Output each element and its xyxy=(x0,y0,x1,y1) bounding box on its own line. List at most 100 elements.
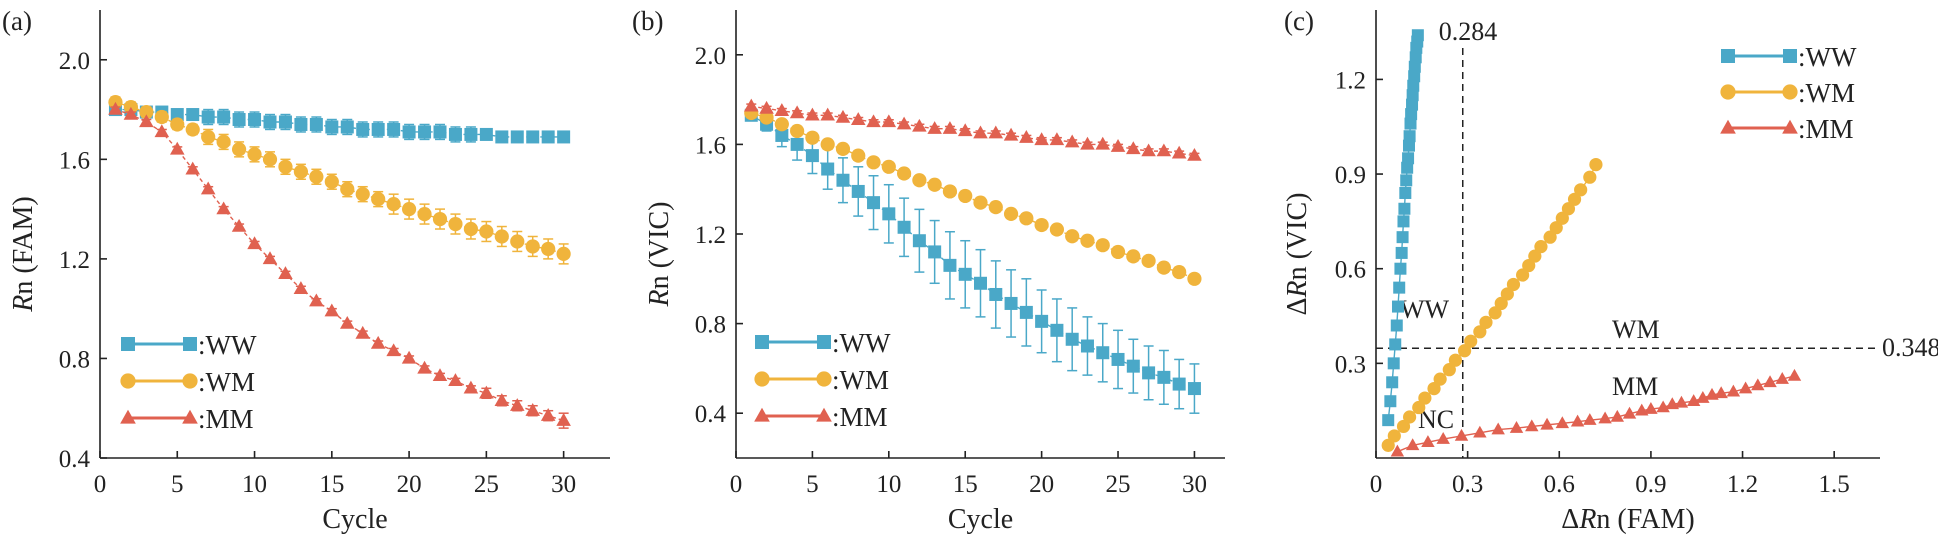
data-point xyxy=(294,117,308,131)
data-point xyxy=(510,130,524,144)
data-point xyxy=(759,110,774,125)
chart-panel-1: 0 5 10 15 20 25 30 0.4 0.8 1.2 1.6 2.0 (b) Cycle Rn (V… xyxy=(632,6,1225,535)
data-point xyxy=(1714,386,1728,399)
legend-marker xyxy=(755,335,769,349)
data-point xyxy=(866,155,881,170)
x-axis-title-rest: n (FAM) xyxy=(1596,504,1694,535)
data-point xyxy=(139,104,154,120)
data-point xyxy=(1403,130,1416,143)
data-point xyxy=(1479,315,1493,329)
data-point xyxy=(556,413,571,426)
data-point xyxy=(1405,108,1418,121)
legend-marker xyxy=(1720,119,1736,134)
y-tick-label: 2.0 xyxy=(59,48,90,75)
data-point xyxy=(744,98,759,112)
data-point xyxy=(170,108,184,122)
data-point xyxy=(1019,211,1034,226)
y-tick-label: 1.2 xyxy=(59,247,90,274)
data-point xyxy=(371,122,385,136)
data-point xyxy=(1412,400,1426,415)
data-point xyxy=(139,114,154,128)
data-point xyxy=(1126,249,1141,264)
legend-label: :MM xyxy=(198,404,254,434)
data-point xyxy=(974,276,987,290)
data-point xyxy=(988,200,1003,215)
data-point xyxy=(417,206,432,222)
data-point xyxy=(340,182,355,197)
data-point xyxy=(1555,211,1569,225)
data-point xyxy=(1751,378,1765,391)
x-tick-label: 0 xyxy=(94,471,107,498)
data-point xyxy=(1589,157,1603,172)
data-point xyxy=(1126,359,1140,373)
legend-label: :MM xyxy=(832,402,888,432)
legend-marker xyxy=(182,409,198,424)
data-point xyxy=(201,129,216,145)
data-point xyxy=(309,117,323,131)
x-axis-title-text: Cycle xyxy=(322,504,387,535)
data-point xyxy=(541,241,556,257)
data-point xyxy=(1390,444,1405,457)
series-WW xyxy=(1382,29,1424,427)
region-label-wm: WM xyxy=(1612,315,1660,344)
data-point xyxy=(1394,262,1407,275)
data-point xyxy=(293,164,309,179)
x-axis-title-text: Cycle xyxy=(948,504,1013,535)
data-point xyxy=(325,120,339,134)
x-tick-label: 1.2 xyxy=(1727,471,1758,498)
data-point xyxy=(1549,221,1563,235)
data-point xyxy=(1457,344,1472,358)
legend-marker xyxy=(816,371,832,387)
data-point xyxy=(1408,60,1421,73)
data-point xyxy=(851,184,865,198)
data-point xyxy=(1384,395,1397,408)
legend-label: :WM xyxy=(1798,78,1855,108)
panel-label: (a) xyxy=(2,6,32,36)
data-point xyxy=(1574,183,1588,197)
data-point xyxy=(1187,382,1201,396)
data-point xyxy=(1494,296,1508,311)
data-point xyxy=(989,287,1003,301)
data-point xyxy=(1473,325,1487,339)
legend-marker xyxy=(182,373,198,389)
series-line xyxy=(751,105,1195,157)
data-point xyxy=(1436,432,1450,444)
data-point xyxy=(1555,416,1570,429)
data-point xyxy=(805,130,820,145)
data-point xyxy=(540,408,556,421)
data-point xyxy=(958,188,973,204)
data-point xyxy=(1528,249,1542,263)
data-point xyxy=(1448,353,1463,367)
data-point xyxy=(1401,161,1414,174)
x-tick-label: 5 xyxy=(171,471,184,498)
data-point xyxy=(1049,132,1065,146)
data-point xyxy=(185,161,201,175)
y-tick-label: 0.4 xyxy=(59,446,91,473)
data-point xyxy=(1409,51,1422,64)
legend-entry-MM: :MM xyxy=(1720,114,1854,144)
legend-marker xyxy=(817,335,831,349)
data-point xyxy=(448,127,462,141)
series-WM xyxy=(744,105,1202,286)
chart-panel-0: 0 5 10 15 20 25 30 0.4 0.8 1.2 1.6 2.0 (a) Cycle Rn (F… xyxy=(2,6,610,535)
data-point xyxy=(463,380,479,394)
data-point xyxy=(1382,414,1395,427)
data-point xyxy=(1141,253,1156,268)
y-tick-label: 0.8 xyxy=(59,346,90,373)
data-point xyxy=(1095,238,1110,253)
data-point xyxy=(1111,352,1125,366)
data-point xyxy=(1003,127,1019,141)
data-point xyxy=(1404,117,1417,130)
data-point xyxy=(309,293,324,307)
data-point xyxy=(1396,419,1411,434)
y-tick-label: 0.4 xyxy=(695,401,727,428)
y-axis-title: ΔRn (VIC) xyxy=(1282,193,1313,316)
data-point xyxy=(1003,206,1019,221)
x-axis-title: Cycle xyxy=(948,504,1013,535)
data-point xyxy=(1156,260,1171,275)
data-point xyxy=(217,110,231,124)
data-point xyxy=(339,315,355,329)
data-point xyxy=(1398,202,1411,215)
data-point xyxy=(1065,332,1079,346)
